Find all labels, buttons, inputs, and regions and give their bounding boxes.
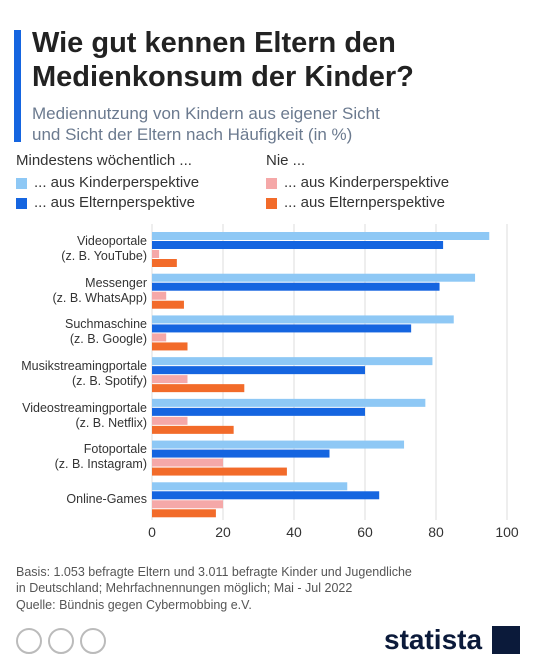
legend-label: ... aus Kinderperspektive bbox=[34, 174, 200, 191]
bar bbox=[152, 482, 348, 491]
chart-title: Wie gut kennen Eltern den Medienkonsum d… bbox=[32, 27, 414, 93]
source: Quelle: Bündnis gegen Cybermobbing e.V. bbox=[16, 598, 252, 612]
bar bbox=[152, 324, 412, 333]
brand-logo: statista bbox=[384, 624, 483, 655]
bar bbox=[152, 458, 223, 467]
x-tick-label: 100 bbox=[495, 524, 519, 540]
bar bbox=[152, 491, 380, 500]
bar bbox=[152, 407, 365, 416]
y-tick-label: Messenger (z. B. WhatsApp) bbox=[52, 275, 147, 305]
bar bbox=[152, 282, 440, 291]
legend-label: ... aus Elternperspektive bbox=[284, 194, 445, 211]
bar bbox=[152, 241, 444, 249]
y-tick-label: Videoportale (z. B. YouTube) bbox=[61, 233, 147, 263]
y-tick-label: Online-Games bbox=[66, 491, 147, 506]
bar bbox=[152, 500, 223, 509]
bar bbox=[152, 315, 454, 324]
note: Basis: 1.053 befragte Eltern und 3.011 b… bbox=[16, 565, 412, 595]
x-tick-label: 40 bbox=[286, 524, 302, 540]
x-tick-label: 60 bbox=[357, 524, 373, 540]
legend-swatch bbox=[16, 178, 27, 189]
y-tick-label: Fotoportale (z. B. Instagram) bbox=[54, 442, 147, 472]
x-tick-label: 80 bbox=[428, 524, 444, 540]
bar bbox=[152, 398, 426, 407]
brand-icon bbox=[492, 626, 520, 654]
bar bbox=[152, 440, 405, 449]
bar bbox=[152, 333, 167, 342]
legend-label: ... aus Elternperspektive bbox=[34, 194, 195, 211]
bar bbox=[152, 375, 188, 384]
legend-label: ... aus Kinderperspektive bbox=[284, 174, 450, 191]
bar bbox=[152, 250, 160, 258]
legend-swatch bbox=[266, 198, 277, 209]
y-tick-label: Suchmaschine (z. B. Google) bbox=[65, 317, 147, 347]
bar bbox=[152, 232, 490, 240]
bar bbox=[152, 342, 188, 351]
bar bbox=[152, 416, 188, 425]
legend-group: Mindestens wöchentlich ... bbox=[16, 152, 192, 169]
legend-swatch bbox=[266, 178, 277, 189]
bar bbox=[152, 509, 216, 518]
license-icons bbox=[16, 628, 106, 654]
bar bbox=[152, 357, 433, 366]
bar bbox=[152, 366, 365, 375]
bar bbox=[152, 384, 245, 393]
bar bbox=[152, 291, 167, 300]
legend-swatch bbox=[16, 198, 27, 209]
chart-subtitle: Mediennutzung von Kindern aus eigener Si… bbox=[32, 104, 380, 144]
bar bbox=[152, 449, 330, 458]
x-tick-label: 20 bbox=[215, 524, 231, 540]
y-tick-label: Videostreamingportale (z. B. Netflix) bbox=[22, 400, 147, 430]
legend-group: Nie ... bbox=[266, 152, 306, 169]
bar bbox=[152, 273, 476, 282]
bar bbox=[152, 300, 184, 309]
bar bbox=[152, 467, 287, 476]
accent-bar bbox=[14, 30, 21, 142]
bar bbox=[152, 259, 177, 267]
y-tick-label: Musikstreamingportale (z. B. Spotify) bbox=[21, 359, 147, 388]
bar bbox=[152, 425, 234, 434]
x-tick-label: 0 bbox=[148, 524, 156, 540]
